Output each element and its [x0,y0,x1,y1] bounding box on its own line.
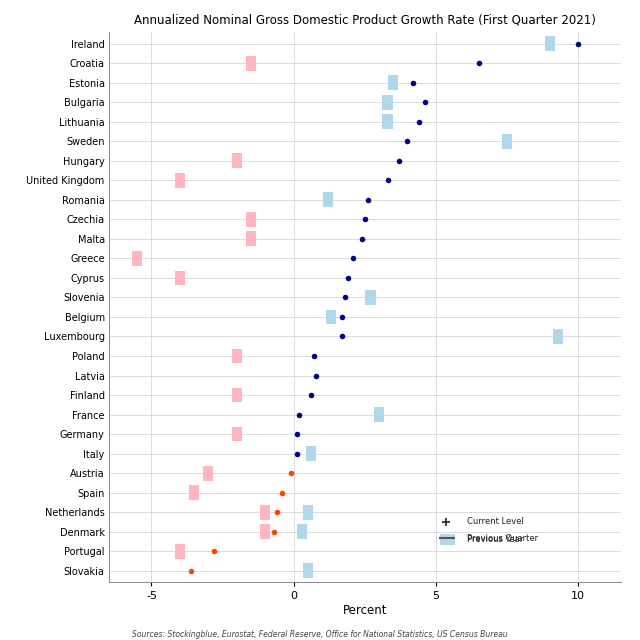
Bar [326,310,336,324]
Bar [374,407,384,422]
Bar [383,115,393,129]
Bar [303,563,313,578]
Bar [306,446,316,461]
Bar [323,193,333,207]
Bar [553,329,563,344]
Title: Annualized Nominal Gross Domestic Product Growth Rate (First Quarter 2021): Annualized Nominal Gross Domestic Produc… [134,13,596,27]
Bar [246,56,256,70]
Bar [388,76,398,90]
Bar [297,524,307,539]
Bar [246,232,256,246]
Bar [502,134,512,148]
Bar [232,427,242,442]
Bar [232,154,242,168]
Text: Sources: Stockingblue, Eurostat, Federal Reserve, Office for National Statistics: Sources: Stockingblue, Eurostat, Federal… [132,630,508,639]
Bar [303,505,313,520]
Bar [175,271,185,285]
Bar [260,524,270,539]
Bar [260,505,270,520]
Bar [365,290,376,305]
Bar [232,388,242,403]
Bar [545,36,555,51]
Bar [246,212,256,227]
Bar [383,95,393,109]
X-axis label: Percent: Percent [342,604,387,617]
Bar [232,349,242,364]
Bar [175,544,185,559]
Bar [204,466,214,481]
Bar [175,173,185,188]
Bar [189,485,199,500]
Bar [132,251,142,266]
